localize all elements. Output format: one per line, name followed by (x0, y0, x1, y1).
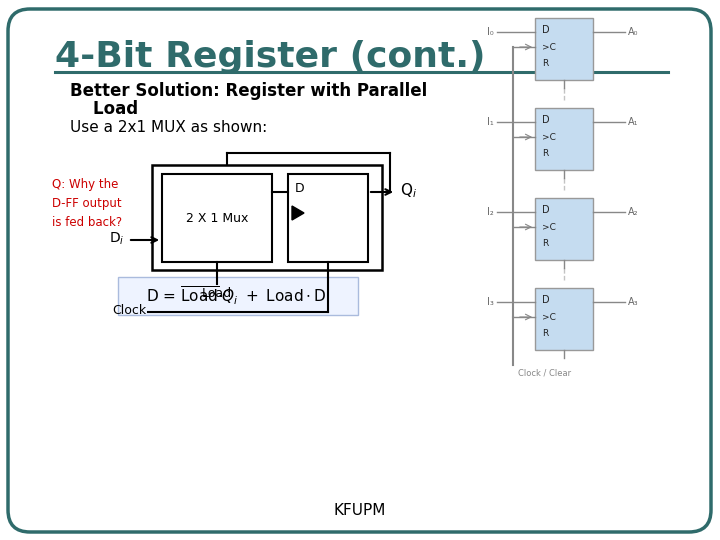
Text: I₀: I₀ (487, 27, 494, 37)
Text: Q$_i$: Q$_i$ (400, 181, 417, 200)
Text: I₁: I₁ (487, 117, 494, 127)
Text: >C: >C (542, 43, 556, 51)
Text: KFUPM: KFUPM (334, 503, 386, 518)
Text: R: R (542, 329, 548, 338)
Bar (162, 174, 272, 262)
Text: Load: Load (202, 287, 232, 300)
Bar (118, 277, 358, 315)
Text: R: R (542, 149, 548, 158)
Text: Q: Why the
D-FF output
is fed back?: Q: Why the D-FF output is fed back? (52, 178, 122, 229)
Text: Load: Load (70, 100, 138, 118)
Text: D = $\overline{\rm Load}$$\cdot Q_i\ +\ \rm Load \cdot D_i$: D = $\overline{\rm Load}$$\cdot Q_i\ +\ … (146, 285, 330, 307)
Bar (535, 108, 593, 170)
Text: D: D (542, 115, 549, 125)
Text: D: D (542, 25, 549, 35)
Bar (288, 174, 368, 262)
Text: Clock / Clear: Clock / Clear (518, 368, 571, 377)
FancyBboxPatch shape (8, 9, 711, 532)
Bar (535, 18, 593, 80)
Text: D$_i$: D$_i$ (109, 231, 124, 247)
Text: D: D (542, 295, 549, 305)
Text: I₂: I₂ (487, 207, 494, 217)
Text: A₀: A₀ (628, 27, 639, 37)
Text: >C: >C (542, 132, 556, 141)
Text: >C: >C (542, 313, 556, 321)
Polygon shape (292, 206, 304, 220)
Text: D: D (295, 182, 305, 195)
Text: Use a 2x1 MUX as shown:: Use a 2x1 MUX as shown: (70, 120, 267, 135)
Bar (152, 165, 382, 270)
Text: R: R (542, 239, 548, 248)
Text: 4-Bit Register (cont.): 4-Bit Register (cont.) (55, 40, 485, 74)
Text: A₂: A₂ (628, 207, 639, 217)
Text: Clock: Clock (112, 305, 146, 318)
Text: Better Solution: Register with Parallel: Better Solution: Register with Parallel (70, 82, 427, 100)
Text: A₃: A₃ (628, 297, 639, 307)
Text: I₃: I₃ (487, 297, 494, 307)
Text: 2 X 1 Mux: 2 X 1 Mux (186, 212, 248, 225)
Bar (535, 288, 593, 350)
Text: D: D (542, 205, 549, 215)
Text: A₁: A₁ (628, 117, 639, 127)
Text: >C: >C (542, 222, 556, 232)
Text: R: R (542, 59, 548, 68)
Bar (535, 198, 593, 260)
